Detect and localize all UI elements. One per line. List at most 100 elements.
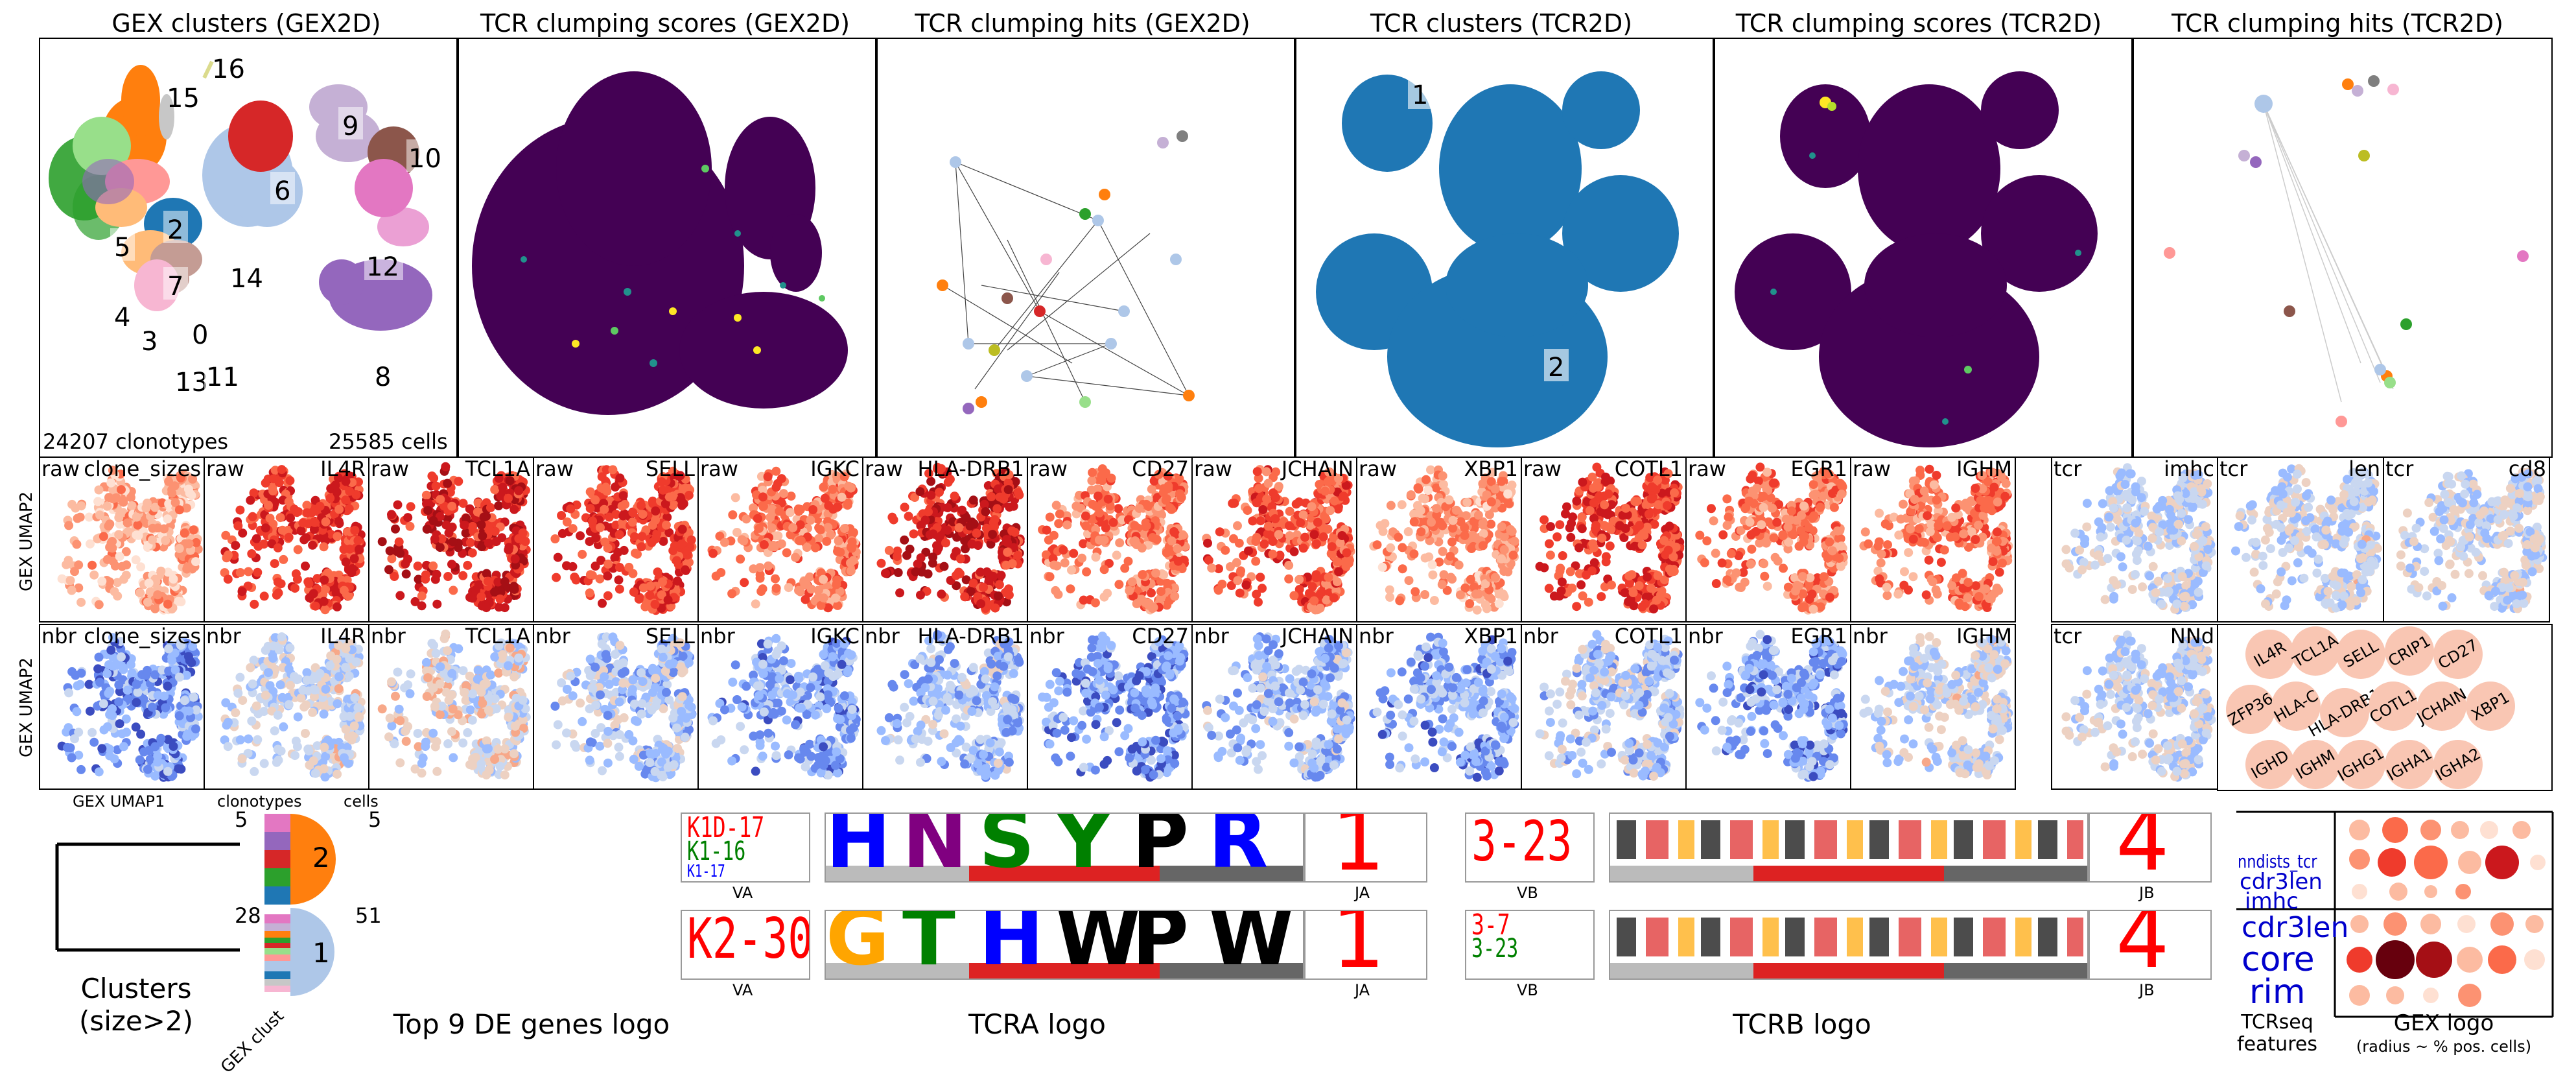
- panel-tag-sell: SELL: [645, 456, 695, 481]
- gex-logo-caption: GEX logo: [2393, 1010, 2494, 1036]
- j-gene-label: 1: [1331, 812, 1385, 883]
- tcr-clusters-plot: 1 2: [1295, 38, 1714, 458]
- raw-row-umap-7: [1202, 465, 1355, 615]
- clonotype-count-label: 24207 clonotypes: [43, 429, 229, 454]
- nbr-row-panel-6: nbr CD27: [1027, 624, 1193, 790]
- panel-tag-left: tcr: [2385, 456, 2414, 481]
- de-genes-caption: Top 9 DE genes logo: [393, 1008, 670, 1040]
- tcra-caption: TCRA logo: [968, 1008, 1106, 1040]
- raw-row-panel-9: raw COTL1: [1521, 456, 1687, 622]
- gene-bubble: [2385, 626, 2434, 676]
- nbr-row-xlabel: GEX UMAP1: [73, 792, 165, 811]
- cluster-label-9: 9: [342, 112, 358, 141]
- cdr3-source-bar: [1610, 963, 2087, 978]
- nbr-row-umap-7: [1202, 632, 1355, 782]
- panel-tag-left: nbr: [1688, 624, 1723, 648]
- v-segment-label: VB: [1517, 884, 1538, 902]
- v-gene-label: 3-23: [1471, 934, 1519, 964]
- tcra-j-gene-box-1: 1: [1304, 910, 1427, 980]
- clumping-scores-tcr-plot: [1714, 38, 2133, 458]
- raw-row-panel-0: raw clone_sizes: [39, 456, 205, 622]
- panel-title-gex-clusters: GEX clusters (GEX2D): [111, 9, 381, 38]
- cluster-label-2: 2: [167, 215, 183, 245]
- panel-tag-clone_sizes: clone_sizes: [84, 624, 201, 648]
- nbr-row-umap-10: [1695, 630, 1848, 782]
- cdr3-letter: W: [1208, 910, 1294, 980]
- tcrb-caption: TCRB logo: [1733, 1008, 1871, 1040]
- cluster-label-15: 15: [167, 84, 200, 113]
- clumping-scores-gex-svg: [472, 71, 848, 415]
- tcrseq-feature-rim: rim: [2249, 973, 2306, 1012]
- panel-tag-il4r: IL4R: [320, 456, 366, 481]
- panel-tag-left: raw: [1523, 456, 1562, 481]
- cell-count-label: 25585 cells: [329, 429, 448, 454]
- cdr3-source-bar: [826, 963, 1303, 978]
- panel-tag-left: nbr: [1029, 624, 1064, 648]
- raw-row-tcr-umap-0: [2061, 463, 2216, 615]
- panel-title-clumping-scores-tcr: TCR clumping scores (TCR2D): [1735, 9, 2102, 38]
- tcra-j-gene-box-0: 1: [1304, 812, 1427, 883]
- panel-tag-clone_sizes: clone_sizes: [84, 456, 201, 481]
- nbr-row-panel-11: nbr IGHM: [1850, 624, 2016, 790]
- nbr-row-umap-4: [707, 634, 861, 780]
- raw-row-umap-2: [377, 462, 531, 613]
- cdr3-letter: P: [1132, 812, 1189, 883]
- panel-title-clumping-hits-tcr: TCR clumping hits (TCR2D): [2172, 9, 2503, 38]
- tcra-v-gene-box-0: K1D-17 K1-16 K1-17: [681, 812, 810, 883]
- panel-tag-cotl1: COTL1: [1614, 456, 1683, 481]
- nbr-row-umap-2: [377, 629, 531, 780]
- cdr3-letter: H: [826, 812, 891, 883]
- raw-row-tcr-umap-1: [2231, 464, 2382, 613]
- cluster-label-16: 16: [212, 54, 245, 84]
- tcrseq-feature-cdr3len-2: cdr3len: [2242, 911, 2349, 944]
- j-segment-label: JB: [2139, 981, 2155, 999]
- gene-bubble: [2245, 740, 2295, 789]
- raw-row-ylabel: GEX UMAP2: [17, 491, 36, 591]
- gene-bubble: [2433, 740, 2483, 789]
- nbr-row-panel-3: nbr SELL: [533, 624, 699, 790]
- cluster-label-13: 13: [175, 368, 208, 397]
- panel-tag-left: tcr: [2054, 456, 2082, 481]
- row2-gex-cluster-id: 1: [312, 937, 330, 969]
- panel-tag-left: raw: [535, 456, 574, 481]
- gene-bubble: [2245, 630, 2295, 679]
- panel-tag-left: nbr: [700, 624, 735, 648]
- j-segment-label: JA: [1355, 884, 1370, 902]
- raw-row-panel-5: raw HLA-DRB1: [862, 456, 1028, 622]
- gex-logo-subcaption: (radius ~ % pos. cells): [2356, 1038, 2532, 1056]
- cluster-label-10: 10: [408, 144, 441, 174]
- row2-stacked-bar: [264, 914, 290, 992]
- j-gene-label: 1: [1331, 910, 1385, 980]
- panel-title-clumping-scores-gex: TCR clumping scores (GEX2D): [480, 9, 850, 38]
- nbr-row-panel-8: nbr XBP1: [1356, 624, 1522, 790]
- tcrseq-feature-cdr3len-1: cdr3len: [2240, 869, 2323, 895]
- panel-title-clumping-hits-gex: TCR clumping hits (GEX2D): [915, 9, 1250, 38]
- cdr3-letter: T: [902, 910, 955, 980]
- panel-tag-left: nbr: [1523, 624, 1558, 648]
- v-gene-label: 3-23: [1471, 812, 1573, 874]
- panel-tag-cd27: CD27: [1132, 456, 1189, 481]
- v-gene-label: 3-7: [1471, 910, 1510, 942]
- nbr-row-panel-2: nbr TCL1A: [368, 624, 534, 790]
- cdr3-letter: H: [979, 910, 1044, 980]
- panel-tag-left: nbr: [206, 624, 241, 648]
- gene-bubble: [2291, 740, 2340, 789]
- tcrseq-features-caption: TCRseq features: [2237, 1011, 2317, 1056]
- raw-row-panel-7: raw JCHAIN: [1191, 456, 1357, 622]
- panel-tag-hla-drb1: HLA-DRB1: [917, 456, 1024, 481]
- v-gene-label: K1-16: [687, 836, 746, 866]
- gene-bubble: [2417, 682, 2466, 731]
- panel-tag-len: len: [2348, 456, 2380, 481]
- clumping-scores-gex-plot: [458, 38, 876, 458]
- v-segment-label: VA: [732, 884, 753, 902]
- cdr3-source-bar: [826, 866, 1303, 881]
- gene-bubble: [2226, 685, 2275, 734]
- panel-tag-cotl1: COTL1: [1614, 624, 1683, 648]
- panel-tag-cd8: cd8: [2508, 456, 2546, 481]
- clumping-hits-gex-svg: [937, 130, 1195, 414]
- panel-title-tcr-clusters: TCR clusters (TCR2D): [1370, 9, 1633, 38]
- tcra-v-gene-box-1: K2-30: [681, 910, 810, 980]
- panel-tag-imhc: imhc: [2164, 456, 2214, 481]
